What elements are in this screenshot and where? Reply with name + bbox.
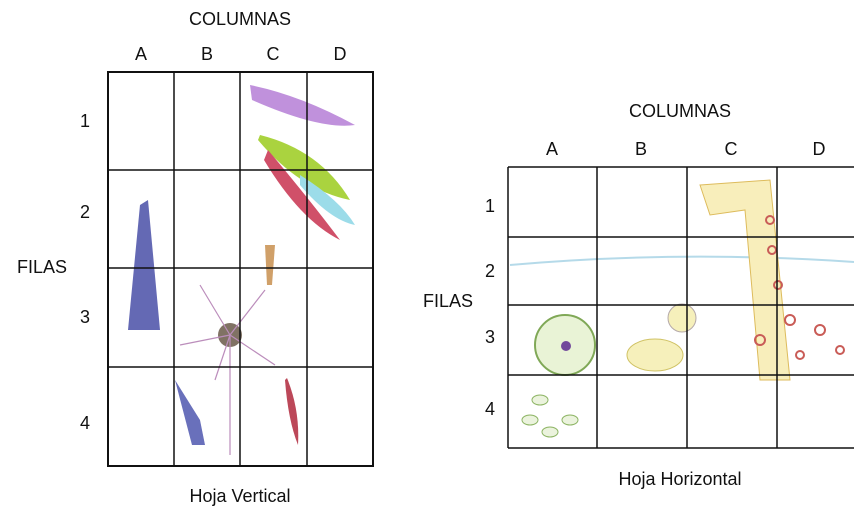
vertical-grid: [107, 71, 374, 467]
caption: Hoja Horizontal: [618, 469, 741, 489]
sun-rays: [179, 284, 276, 455]
columns-title: COLUMNAS: [189, 9, 291, 29]
row-label: 2: [485, 261, 495, 281]
giraffe-spots: [754, 215, 845, 360]
blue-figure: [128, 200, 160, 330]
columns-title: COLUMNAS: [629, 101, 731, 121]
blue-mark: [175, 380, 205, 445]
column-label: B: [635, 139, 647, 159]
rows-title: FILAS: [17, 257, 67, 277]
caption: Hoja Vertical: [189, 486, 290, 506]
column-label: C: [267, 44, 280, 64]
row-label: 2: [80, 202, 90, 222]
horizontal-drawing: [509, 179, 854, 438]
row-label: 3: [485, 327, 495, 347]
column-label: B: [201, 44, 213, 64]
giraffe: [699, 179, 791, 381]
horizon: [509, 255, 854, 266]
red-mark: [285, 378, 299, 445]
row-label: 1: [485, 196, 495, 216]
row-label: 4: [80, 413, 90, 433]
green-stroke: [258, 135, 350, 200]
column-label: D: [813, 139, 826, 159]
orange-mark: [265, 245, 275, 285]
column-label: A: [546, 139, 558, 159]
purple-stroke: [250, 85, 355, 126]
row-label: 1: [80, 111, 90, 131]
row-label: 4: [485, 399, 495, 419]
row-label: 3: [80, 307, 90, 327]
column-label: C: [725, 139, 738, 159]
red-stroke: [264, 150, 340, 240]
vertical-drawing: [128, 85, 355, 455]
column-label: A: [135, 44, 147, 64]
flower: [561, 341, 571, 351]
lion-head: [667, 303, 697, 333]
cyan-stroke: [300, 175, 355, 225]
horizontal-grid: [507, 166, 854, 449]
rows-title: FILAS: [423, 291, 473, 311]
column-label: D: [334, 44, 347, 64]
grass: [521, 394, 579, 438]
lion-body: [626, 338, 684, 372]
